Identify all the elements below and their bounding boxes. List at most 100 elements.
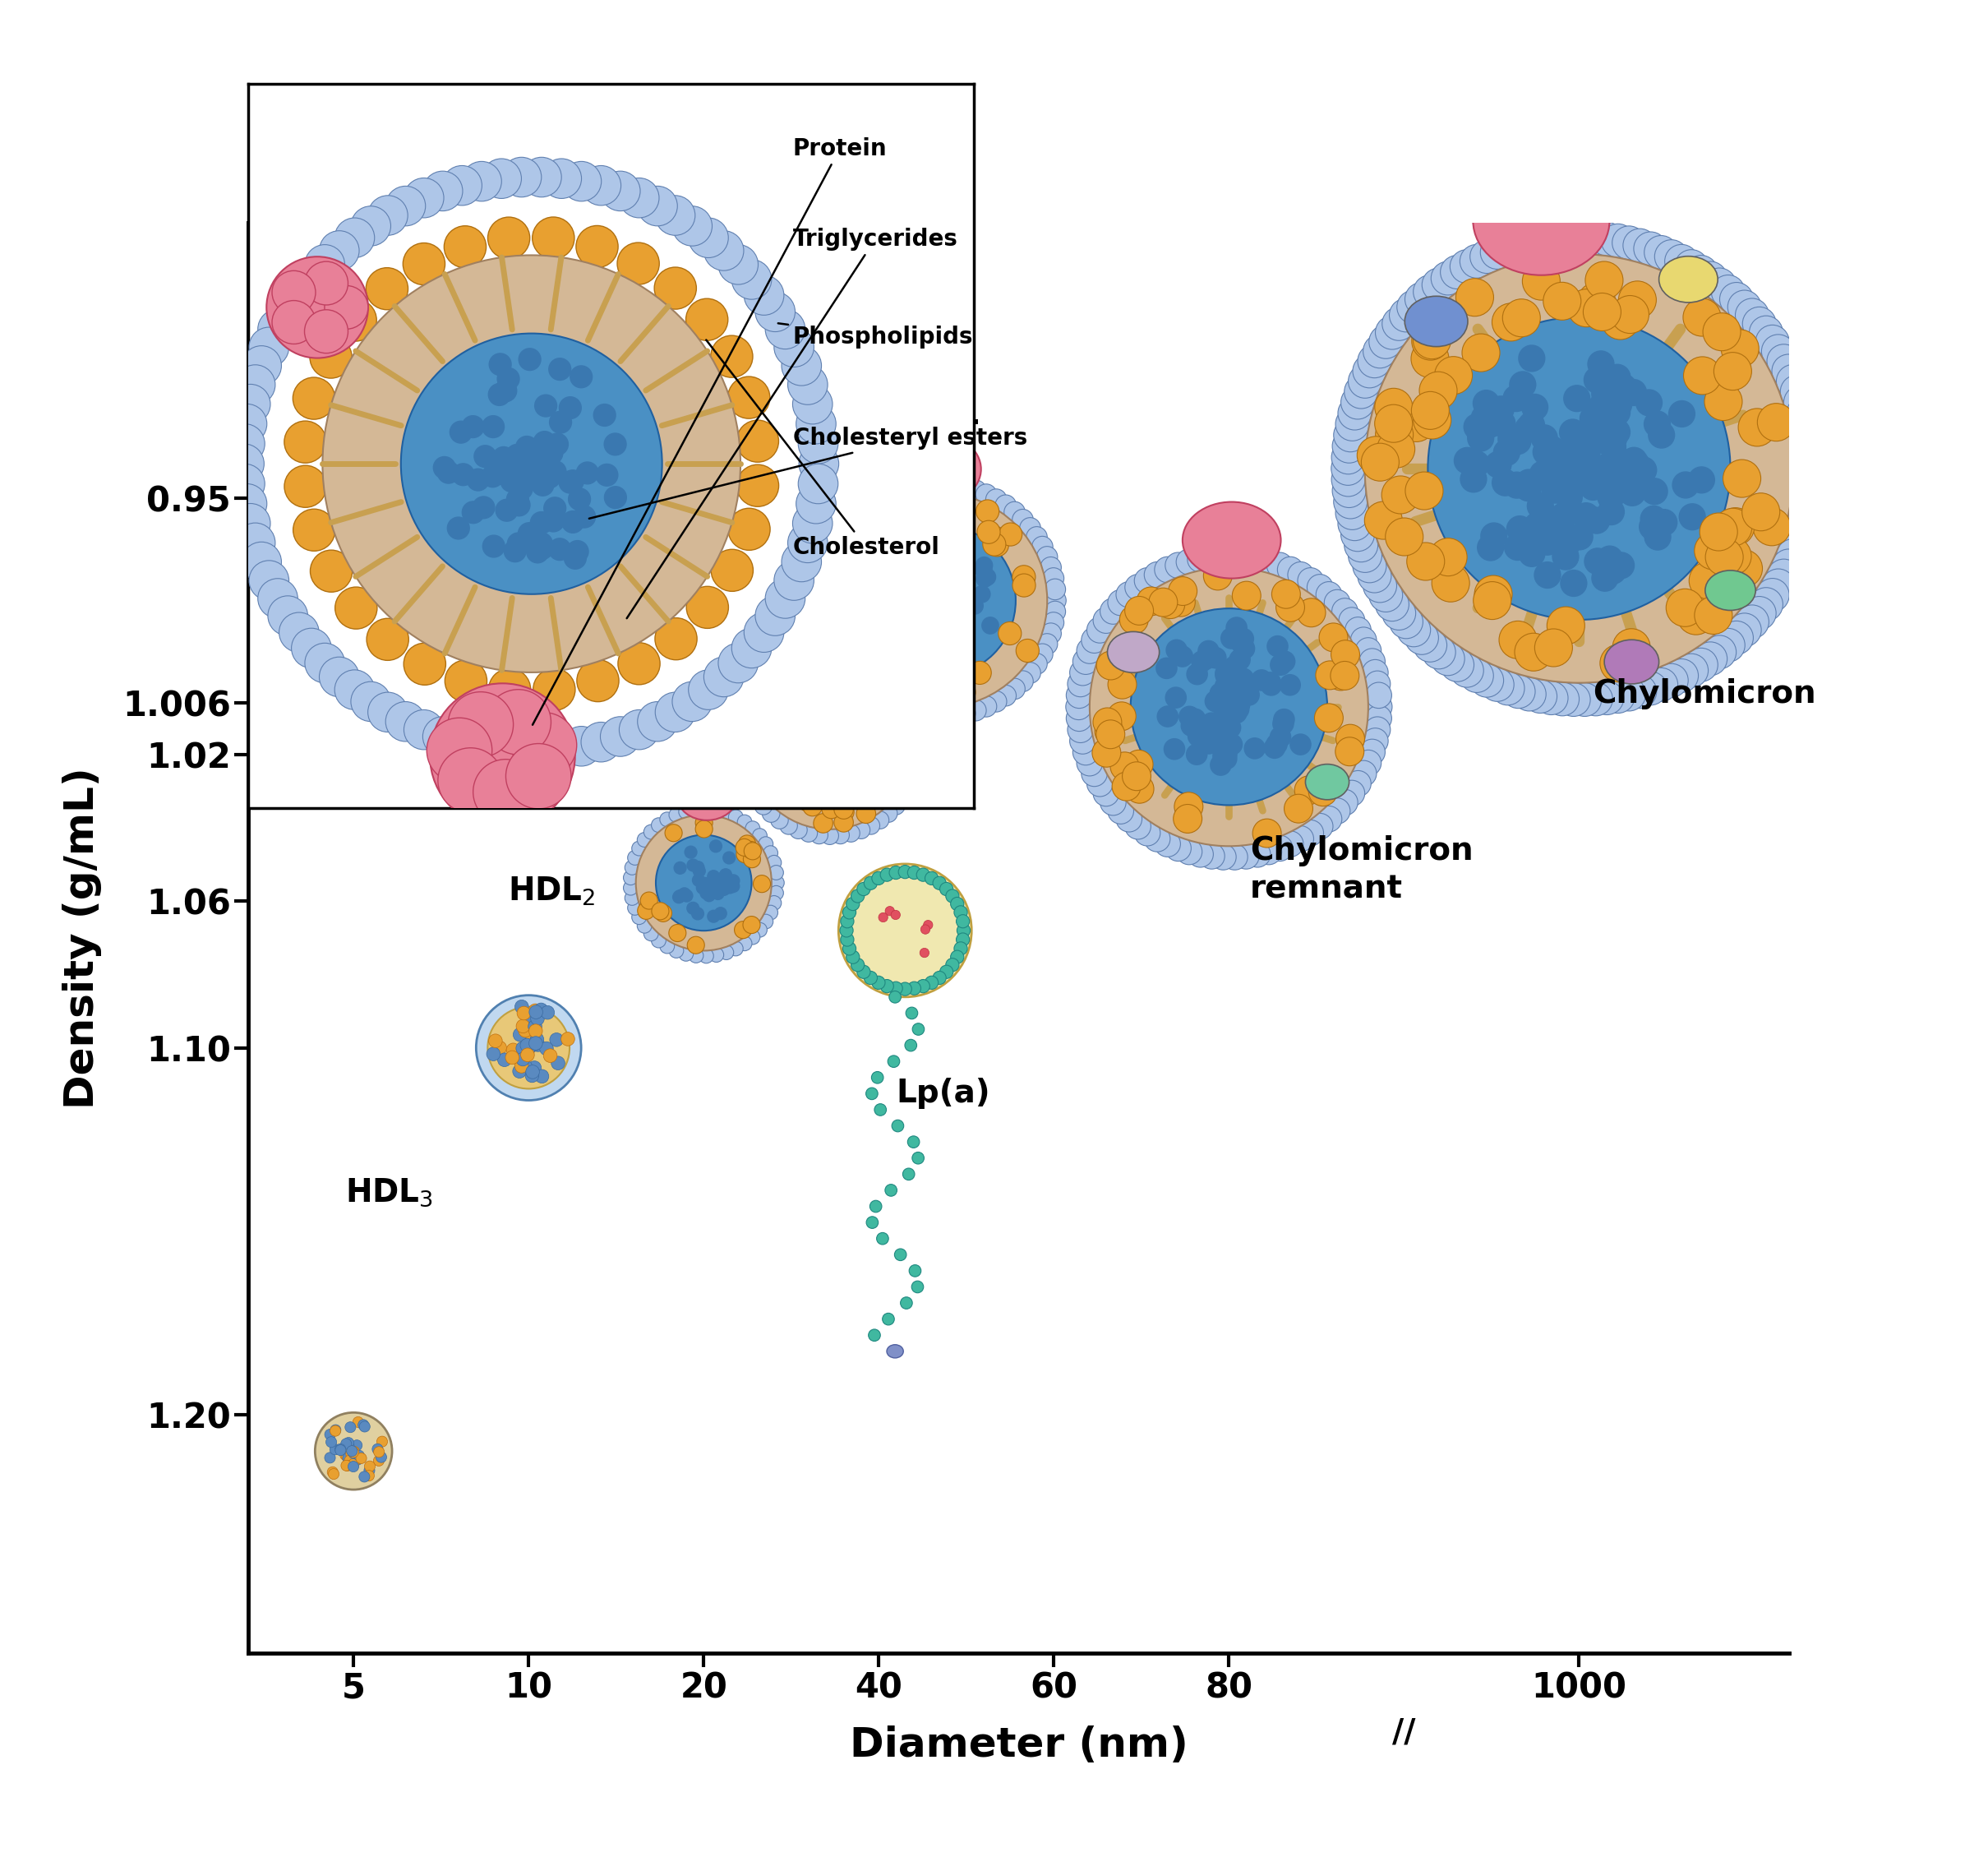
Circle shape — [227, 405, 266, 444]
Circle shape — [266, 256, 368, 358]
Ellipse shape — [835, 565, 857, 587]
Ellipse shape — [1664, 659, 1698, 693]
Ellipse shape — [1755, 578, 1789, 613]
Ellipse shape — [678, 773, 738, 821]
Circle shape — [600, 717, 640, 756]
Ellipse shape — [696, 882, 710, 895]
Circle shape — [481, 416, 505, 438]
Ellipse shape — [909, 728, 926, 745]
Ellipse shape — [1668, 401, 1696, 427]
Ellipse shape — [1040, 622, 1062, 644]
Ellipse shape — [1789, 496, 1823, 529]
Ellipse shape — [551, 1032, 563, 1047]
Ellipse shape — [1559, 418, 1586, 446]
Ellipse shape — [1229, 669, 1250, 691]
Ellipse shape — [1336, 407, 1370, 440]
Ellipse shape — [1594, 453, 1622, 481]
Ellipse shape — [632, 841, 646, 856]
Ellipse shape — [1095, 717, 1123, 747]
Ellipse shape — [1620, 379, 1646, 407]
Ellipse shape — [1573, 501, 1600, 529]
Ellipse shape — [1125, 774, 1153, 804]
Ellipse shape — [761, 804, 779, 823]
Ellipse shape — [934, 596, 952, 615]
Ellipse shape — [710, 947, 724, 962]
Circle shape — [541, 442, 563, 464]
Ellipse shape — [1648, 422, 1676, 449]
Ellipse shape — [678, 947, 694, 962]
Ellipse shape — [1634, 232, 1668, 266]
Ellipse shape — [885, 1185, 897, 1196]
Ellipse shape — [1165, 836, 1191, 862]
Ellipse shape — [1557, 436, 1584, 464]
Text: //: // — [1392, 1718, 1415, 1747]
Circle shape — [501, 730, 541, 771]
Ellipse shape — [821, 628, 841, 650]
Ellipse shape — [718, 882, 732, 897]
Circle shape — [509, 477, 533, 500]
Ellipse shape — [1046, 591, 1066, 611]
Ellipse shape — [1364, 501, 1402, 539]
Ellipse shape — [1612, 678, 1646, 711]
Ellipse shape — [1012, 670, 1034, 691]
Ellipse shape — [907, 607, 924, 626]
Ellipse shape — [821, 741, 837, 756]
Ellipse shape — [1338, 396, 1372, 431]
Ellipse shape — [1533, 507, 1559, 535]
Ellipse shape — [1481, 236, 1515, 269]
Ellipse shape — [551, 1057, 565, 1070]
Circle shape — [487, 217, 531, 260]
Ellipse shape — [821, 826, 839, 845]
Ellipse shape — [1081, 761, 1107, 787]
Ellipse shape — [378, 1435, 388, 1447]
Circle shape — [501, 158, 541, 197]
Ellipse shape — [767, 856, 781, 869]
Ellipse shape — [344, 1443, 356, 1454]
Ellipse shape — [845, 734, 861, 750]
Ellipse shape — [916, 583, 934, 600]
Ellipse shape — [1352, 550, 1386, 583]
Ellipse shape — [1213, 745, 1235, 767]
Ellipse shape — [1672, 472, 1700, 500]
Ellipse shape — [857, 513, 897, 544]
Ellipse shape — [1515, 416, 1543, 442]
Ellipse shape — [527, 1038, 541, 1051]
Circle shape — [495, 500, 519, 522]
Circle shape — [517, 522, 541, 546]
Ellipse shape — [879, 487, 899, 507]
Ellipse shape — [1155, 830, 1181, 856]
Ellipse shape — [531, 1012, 545, 1025]
Ellipse shape — [1074, 648, 1099, 674]
Circle shape — [292, 377, 334, 420]
Ellipse shape — [1346, 617, 1372, 643]
Ellipse shape — [376, 1452, 386, 1463]
Ellipse shape — [843, 737, 859, 752]
Ellipse shape — [742, 841, 759, 858]
Ellipse shape — [869, 1330, 881, 1341]
Circle shape — [334, 670, 374, 709]
Ellipse shape — [1567, 524, 1592, 550]
Circle shape — [483, 462, 507, 487]
Ellipse shape — [720, 945, 734, 960]
Ellipse shape — [692, 860, 704, 875]
Circle shape — [531, 453, 555, 475]
Ellipse shape — [1215, 663, 1237, 685]
Ellipse shape — [1338, 507, 1372, 540]
Ellipse shape — [871, 812, 889, 828]
Ellipse shape — [956, 552, 974, 570]
Ellipse shape — [1706, 539, 1743, 576]
Ellipse shape — [1093, 607, 1119, 633]
Ellipse shape — [1256, 839, 1282, 865]
Ellipse shape — [529, 1025, 543, 1038]
Circle shape — [437, 748, 503, 813]
Ellipse shape — [708, 910, 720, 923]
Ellipse shape — [998, 622, 1022, 644]
Circle shape — [765, 579, 805, 618]
Ellipse shape — [1491, 672, 1525, 706]
Ellipse shape — [779, 659, 797, 678]
Ellipse shape — [1618, 280, 1656, 319]
Ellipse shape — [519, 1044, 533, 1057]
Ellipse shape — [1501, 674, 1535, 708]
Ellipse shape — [1549, 449, 1576, 477]
Ellipse shape — [1016, 639, 1040, 663]
